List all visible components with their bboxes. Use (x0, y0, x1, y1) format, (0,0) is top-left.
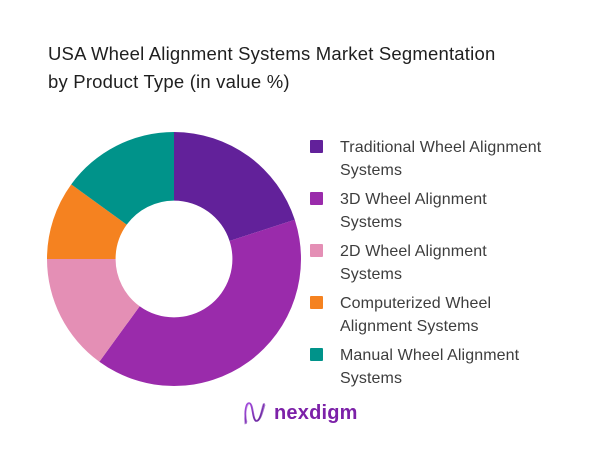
nexdigm-logo: nexdigm (242, 398, 358, 428)
donut-segment (47, 184, 127, 259)
chart-legend: Traditional Wheel Alignment Systems 3D Whe… (310, 136, 541, 390)
legend-swatch (310, 244, 323, 257)
donut-chart (46, 132, 301, 387)
donut-segment (71, 132, 174, 225)
donut-segment (46, 259, 140, 362)
legend-label: Manual Wheel Alignment Systems (340, 347, 520, 387)
legend-label: Traditional Wheel Alignment Systems (340, 139, 542, 179)
legend-swatch (310, 348, 323, 361)
nexdigm-logo-text: nexdigm (274, 401, 358, 424)
legend-item: 3D Wheel Alignment Systems (310, 188, 541, 234)
legend-label: Computerized Wheel Alignment Systems (340, 295, 492, 335)
chart-title-line-2: by Product Type (in value %) (48, 71, 290, 92)
legend-item: Traditional Wheel Alignment Systems (310, 136, 541, 182)
legend-swatch (310, 192, 323, 205)
donut-segment (174, 132, 295, 241)
nexdigm-logo-icon (244, 402, 266, 425)
legend-swatch (310, 296, 323, 309)
legend-item: Computerized Wheel Alignment Systems (310, 292, 541, 338)
chart-title: USA Wheel Alignment Systems Market Segme… (48, 40, 495, 96)
legend-item: 2D Wheel Alignment Systems (310, 240, 541, 286)
legend-swatch (310, 140, 323, 153)
legend-label: 3D Wheel Alignment Systems (340, 191, 487, 231)
legend-label: 2D Wheel Alignment Systems (340, 243, 487, 283)
chart-title-line-1: USA Wheel Alignment Systems Market Segme… (48, 43, 496, 64)
donut-segment (99, 219, 301, 387)
legend-item: Manual Wheel Alignment Systems (310, 344, 541, 390)
